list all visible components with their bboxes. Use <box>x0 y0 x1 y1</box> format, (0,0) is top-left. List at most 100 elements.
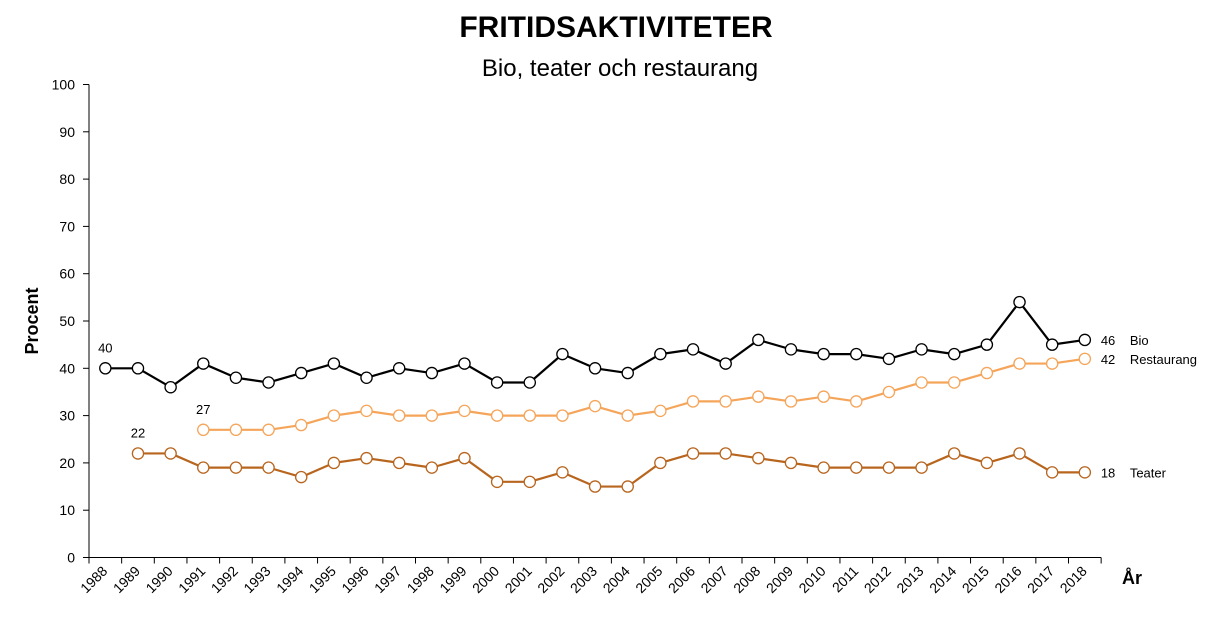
data-point-bio <box>654 347 667 361</box>
data-point-bio <box>817 347 830 361</box>
x-tick-label: 2014 <box>926 563 959 596</box>
data-point-restaurang <box>817 390 830 403</box>
y-tick-label: 60 <box>59 266 75 282</box>
data-point-teater <box>686 447 700 460</box>
data-point-restaurang <box>360 404 373 418</box>
data-point-restaurang <box>294 418 308 432</box>
data-point-teater <box>817 461 830 474</box>
y-tick-label: 30 <box>59 408 75 424</box>
end-value-label-teater: 18 <box>1101 465 1115 480</box>
x-tick-label: 1991 <box>175 563 208 596</box>
data-point-restaurang <box>327 409 341 422</box>
data-point-bio <box>947 347 961 361</box>
data-point-restaurang <box>490 409 504 422</box>
data-point-bio <box>392 362 406 375</box>
data-point-teater <box>197 461 210 474</box>
x-tick-label: 1993 <box>240 563 273 596</box>
x-tick-label: 2018 <box>1057 563 1090 596</box>
data-point-teater <box>784 456 798 470</box>
data-point-teater <box>621 480 634 493</box>
data-point-teater <box>327 456 341 470</box>
data-point-bio <box>1078 333 1092 347</box>
series-line-restaurang <box>203 357 1085 431</box>
data-point-teater <box>229 461 243 474</box>
data-point-teater <box>1045 466 1059 479</box>
data-point-teater <box>360 451 373 465</box>
end-value-label-bio: 46 <box>1101 333 1115 348</box>
x-tick-label: 2007 <box>697 563 730 596</box>
data-point-teater <box>947 447 961 460</box>
y-tick-label: 20 <box>59 455 75 471</box>
data-point-restaurang <box>784 395 798 408</box>
data-point-bio <box>1045 338 1059 351</box>
data-point-restaurang <box>1045 357 1059 370</box>
data-point-restaurang <box>947 376 961 389</box>
data-point-bio <box>164 380 177 394</box>
data-point-teater <box>392 456 406 470</box>
end-value-label-restaurang: 42 <box>1101 352 1115 367</box>
data-point-bio <box>621 366 634 380</box>
data-point-teater <box>262 461 275 474</box>
data-point-bio <box>980 338 994 351</box>
x-tick-label: 2001 <box>502 563 535 596</box>
x-tick-label: 2004 <box>600 563 633 596</box>
y-tick-label: 100 <box>52 77 76 93</box>
data-point-teater <box>882 461 896 474</box>
data-point-restaurang <box>882 385 896 399</box>
data-point-restaurang <box>229 423 243 437</box>
data-point-bio <box>294 366 308 380</box>
y-tick-label: 70 <box>59 218 75 234</box>
y-tick-label: 40 <box>59 360 75 376</box>
series-line-teater <box>137 452 1085 488</box>
data-point-teater <box>490 475 504 489</box>
data-point-teater <box>588 480 602 493</box>
data-point-restaurang <box>588 399 602 413</box>
data-point-bio <box>229 371 243 385</box>
x-tick-label: 1995 <box>306 563 339 596</box>
y-tick-label: 90 <box>59 124 75 140</box>
data-point-bio <box>882 352 896 366</box>
data-point-restaurang <box>392 409 406 422</box>
data-point-bio <box>425 366 439 380</box>
data-point-restaurang <box>197 423 210 437</box>
x-tick-label: 2016 <box>991 563 1024 596</box>
x-tick-label: 1997 <box>371 563 404 596</box>
data-point-bio <box>686 343 700 356</box>
data-point-bio <box>131 362 145 375</box>
data-point-restaurang <box>425 409 439 422</box>
data-point-teater <box>458 451 471 465</box>
series-teater: 22 18 Teater <box>131 425 1167 493</box>
y-axis-title: Procent <box>22 287 42 354</box>
data-point-bio <box>588 362 602 375</box>
data-point-bio <box>915 343 928 356</box>
data-point-bio <box>850 347 863 361</box>
data-point-restaurang <box>556 409 569 422</box>
data-point-bio <box>556 347 569 361</box>
start-value-label-bio: 40 <box>98 340 112 355</box>
x-tick-label: 2000 <box>469 563 502 596</box>
data-point-teater <box>164 447 177 460</box>
data-point-bio <box>327 357 341 370</box>
data-point-restaurang <box>686 395 700 408</box>
data-point-teater <box>980 456 994 470</box>
x-tick-label: 1988 <box>77 563 110 596</box>
x-tick-label: 2011 <box>829 563 862 596</box>
data-point-restaurang <box>915 376 928 389</box>
y-tick-label: 50 <box>59 313 75 329</box>
x-tick-label: 2013 <box>893 563 926 596</box>
data-point-bio <box>719 357 732 370</box>
series-restaurang: 27 42 Restaurang <box>196 352 1197 437</box>
data-point-restaurang <box>654 404 667 418</box>
x-tick-label: 2010 <box>795 563 828 596</box>
x-tick-label: 2006 <box>665 563 698 596</box>
data-point-restaurang <box>752 390 765 403</box>
y-tick-label: 80 <box>59 171 75 187</box>
series-bio: 40 46 Bio <box>98 295 1149 394</box>
data-point-restaurang <box>850 395 863 408</box>
x-tick-label: 2009 <box>763 563 796 596</box>
data-point-restaurang <box>1078 352 1092 366</box>
data-point-teater <box>850 461 863 474</box>
data-point-restaurang <box>621 409 634 422</box>
x-axis-title: År <box>1122 568 1142 588</box>
